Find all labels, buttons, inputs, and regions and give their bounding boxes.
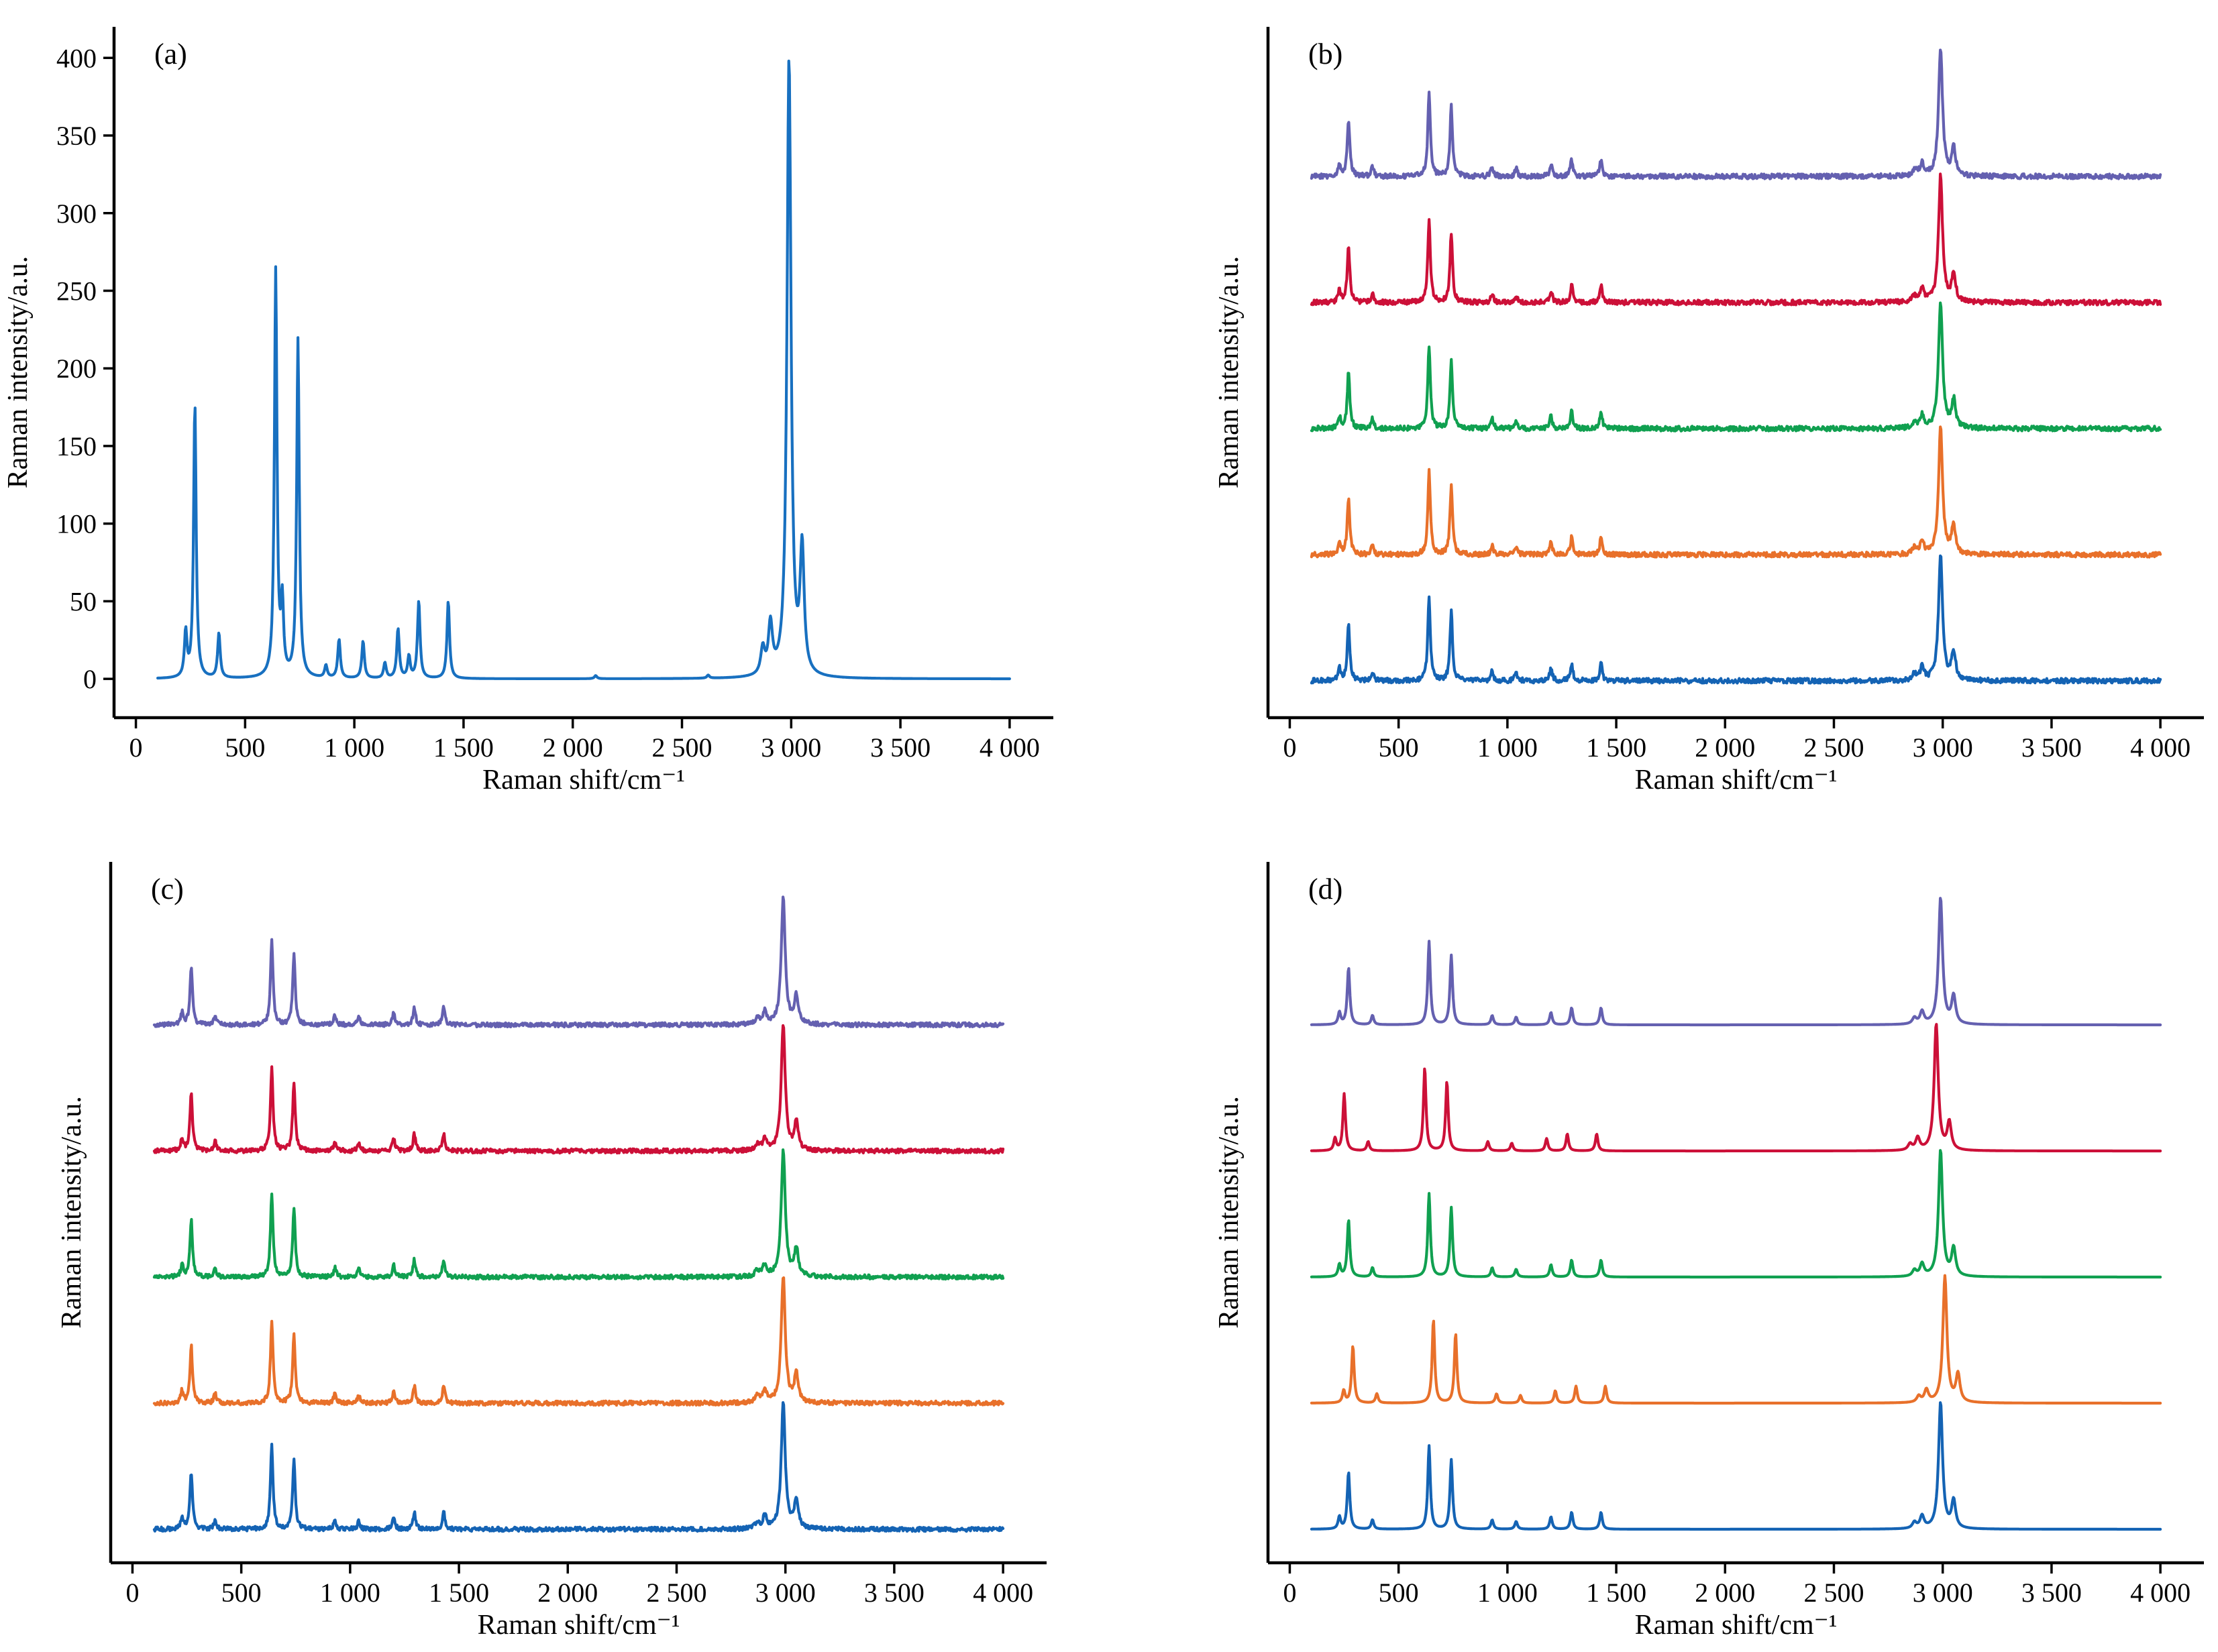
x-tick-label: 2 500 xyxy=(646,1578,706,1608)
y-tick-label: 150 xyxy=(56,431,97,461)
y-axis-title: Raman intensity/a.u. xyxy=(56,1096,87,1328)
spectrum-line-red xyxy=(1310,1023,2162,1153)
panel-label: (b) xyxy=(1308,38,1342,70)
panel-label: (a) xyxy=(154,38,187,70)
x-tick-label: 3 500 xyxy=(2021,732,2082,763)
panel-label: (d) xyxy=(1308,873,1342,905)
x-axis-title: Raman shift/cm⁻¹ xyxy=(482,765,685,795)
chart-panel-a: 0 500 1 000 1 500 2 000 2 500 3 000 3 500 4 000 0… xyxy=(3,27,1053,795)
x-tick-label: 2 500 xyxy=(1803,1578,1864,1608)
x-tick-label: 0 xyxy=(125,1578,139,1608)
spectrum-line-blue xyxy=(152,1401,1005,1533)
x-tick-label: 4 000 xyxy=(980,732,1040,763)
spectrum-line-green xyxy=(1310,1149,2162,1279)
y-tick-label: 200 xyxy=(56,353,97,384)
chart-panel-b: 0 500 1 000 1 500 2 000 2 500 3 000 3 500 4 000 R… xyxy=(1214,27,2204,795)
chart-panel-d: 0 500 1 000 1 500 2 000 2 500 3 000 3 500 4 000 R… xyxy=(1214,862,2204,1641)
spectrum-line-purple xyxy=(1310,48,2162,180)
x-tick-label: 1 000 xyxy=(1477,732,1538,763)
x-tick-label: 2 500 xyxy=(1803,732,1864,763)
x-axis-title: Raman shift/cm⁻¹ xyxy=(478,1610,680,1641)
x-tick-label: 4 000 xyxy=(2130,732,2190,763)
x-tick-label: 2 000 xyxy=(543,732,603,763)
spectrum-line-blue xyxy=(1310,1401,2162,1531)
x-tick-label: 2 000 xyxy=(1695,732,1755,763)
x-tick-label: 2 000 xyxy=(537,1578,598,1608)
x-tick-label: 1 500 xyxy=(1586,732,1646,763)
x-axis-title: Raman shift/cm⁻¹ xyxy=(1635,1610,1838,1641)
x-tick-label: 0 xyxy=(129,732,143,763)
spectrum-line-panel_a xyxy=(156,59,1011,681)
x-tick-label: 500 xyxy=(1379,732,1419,763)
y-tick-label: 300 xyxy=(56,199,97,229)
y-tick-label: 0 xyxy=(83,664,97,694)
x-tick-label: 500 xyxy=(1379,1578,1419,1608)
y-tick-label: 50 xyxy=(70,586,97,616)
x-tick-label: 3 500 xyxy=(870,732,931,763)
y-tick-label: 250 xyxy=(56,276,97,306)
y-axis-title: Raman intensity/a.u. xyxy=(1214,256,1245,488)
spectrum-line-green xyxy=(152,1148,1005,1281)
x-tick-label: 1 000 xyxy=(1477,1578,1538,1608)
spectrum-line-green xyxy=(1310,301,2162,433)
y-axis-title: Raman intensity/a.u. xyxy=(1214,1096,1245,1328)
y-axis-title: Raman intensity/a.u. xyxy=(3,256,34,488)
y-tick-label: 400 xyxy=(56,43,97,73)
spectrum-line-purple xyxy=(152,895,1005,1029)
x-tick-label: 500 xyxy=(225,732,265,763)
x-tick-label: 2 000 xyxy=(1695,1578,1755,1608)
x-tick-label: 0 xyxy=(1283,732,1296,763)
x-tick-label: 3 500 xyxy=(864,1578,925,1608)
x-axis-title: Raman shift/cm⁻¹ xyxy=(1635,765,1838,795)
chart-panel-c: 0 500 1 000 1 500 2 000 2 500 3 000 3 500 4 000 R… xyxy=(56,862,1047,1641)
x-tick-label: 3 000 xyxy=(1913,732,1973,763)
x-tick-label: 4 000 xyxy=(973,1578,1033,1608)
x-tick-label: 3 000 xyxy=(755,1578,816,1608)
x-tick-label: 4 000 xyxy=(2130,1578,2190,1608)
spectrum-line-red xyxy=(1310,172,2162,307)
y-tick-label: 350 xyxy=(56,121,97,151)
y-tick-label: 100 xyxy=(56,509,97,539)
x-tick-label: 1 000 xyxy=(320,1578,380,1608)
x-tick-label: 3 000 xyxy=(761,732,821,763)
spectrum-line-purple xyxy=(1310,897,2162,1027)
spectrum-line-orange xyxy=(1310,425,2162,559)
x-tick-label: 1 000 xyxy=(324,732,384,763)
spectrum-line-red xyxy=(152,1024,1005,1155)
spectrum-line-blue xyxy=(1310,554,2162,685)
x-tick-label: 1 500 xyxy=(429,1578,489,1608)
spectrum-line-orange xyxy=(1310,1274,2162,1405)
x-tick-label: 2 500 xyxy=(652,732,712,763)
x-tick-label: 3 500 xyxy=(2021,1578,2082,1608)
x-tick-label: 3 000 xyxy=(1913,1578,1973,1608)
x-tick-label: 0 xyxy=(1283,1578,1296,1608)
spectrum-line-orange xyxy=(152,1276,1005,1407)
x-tick-label: 1 500 xyxy=(433,732,494,763)
x-tick-label: 1 500 xyxy=(1586,1578,1646,1608)
panel-label: (c) xyxy=(151,873,184,905)
x-tick-label: 500 xyxy=(221,1578,262,1608)
